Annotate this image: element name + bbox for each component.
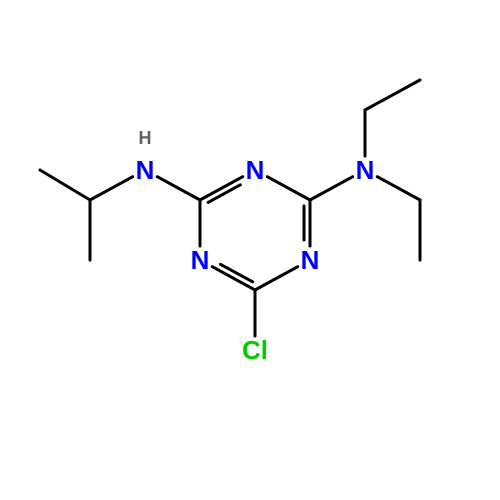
bond <box>40 170 90 200</box>
molecule-diagram: NHNNNClN <box>0 0 500 500</box>
bond <box>377 177 420 200</box>
bond <box>267 177 310 200</box>
atom-label-n: N <box>356 155 375 185</box>
atom-label-cl: Cl <box>242 335 268 365</box>
bond <box>90 177 133 200</box>
bond <box>255 267 298 290</box>
atom-label-n: N <box>246 155 265 185</box>
atom-label-n: N <box>301 245 320 275</box>
atom-label-n: N <box>191 245 210 275</box>
bond <box>365 80 420 110</box>
bond <box>310 177 353 200</box>
atom-label-h: H <box>139 128 152 148</box>
atom-label-n: N <box>136 155 155 185</box>
bond <box>157 177 200 200</box>
